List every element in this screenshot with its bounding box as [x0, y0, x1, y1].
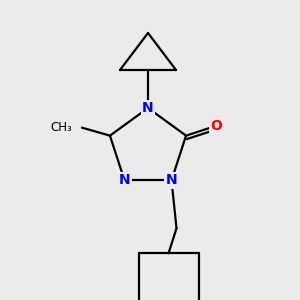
Text: CH₃: CH₃: [50, 121, 72, 134]
Text: N: N: [142, 101, 154, 115]
Text: N: N: [119, 173, 130, 188]
Text: N: N: [166, 173, 177, 188]
Text: O: O: [211, 119, 222, 133]
